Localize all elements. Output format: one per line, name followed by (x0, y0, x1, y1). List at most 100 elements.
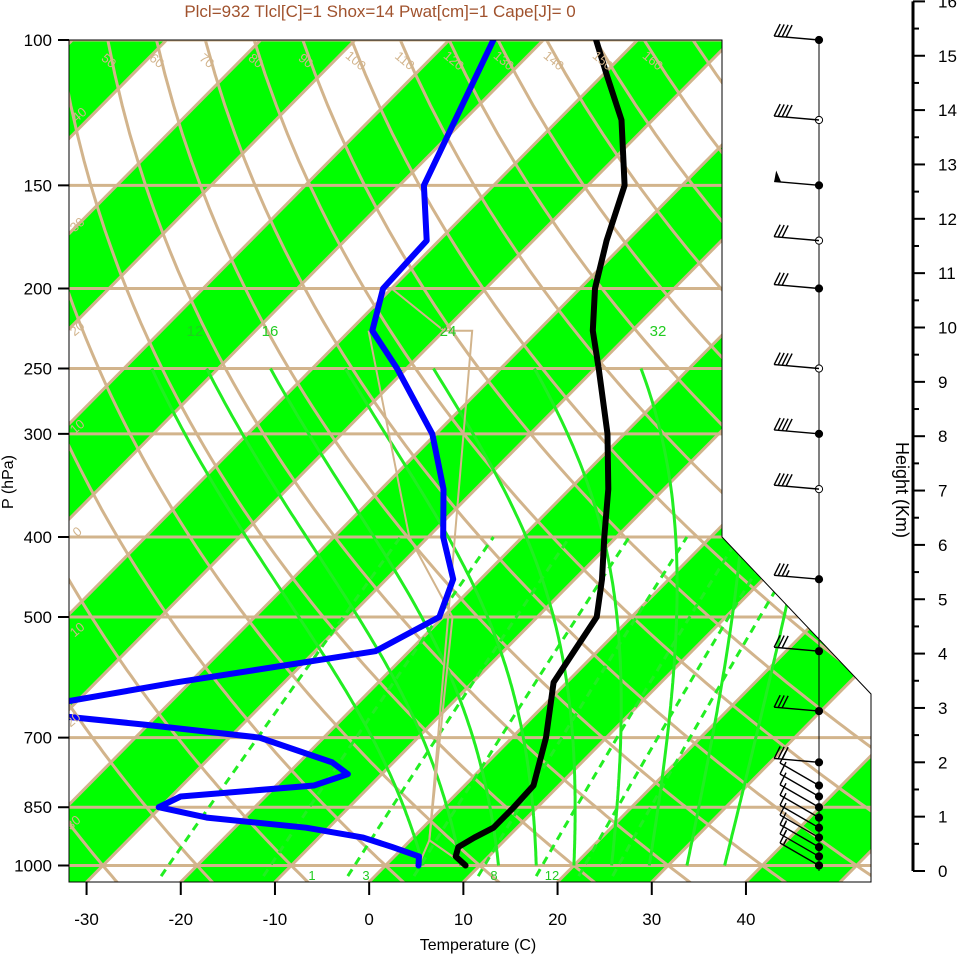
wind-barb-full (781, 104, 789, 118)
x-tick-label: 40 (737, 910, 756, 929)
x-axis: -30 -20 -10 0 10 20 30 40 (74, 882, 755, 929)
moist-adiabat (432, 367, 577, 866)
wind-barb (774, 484, 820, 490)
isotherm-label: 30 (725, 126, 746, 147)
dry-adiabat (69, 40, 134, 882)
wind-barb-full (779, 812, 787, 825)
wind-barb (779, 833, 820, 858)
moist-adiabat (639, 367, 679, 866)
parcel-path (390, 287, 474, 867)
x-tick-label: -10 (263, 910, 288, 929)
isotherm-label: 0 (724, 462, 739, 478)
isotherm (69, 40, 247, 882)
y-tick-label: 400 (24, 528, 52, 547)
height-tick-label: 3 (938, 699, 947, 718)
wind-barb-full (777, 352, 785, 366)
isotherm-label: 10 (747, 542, 768, 563)
isotherm-label: 30 (845, 648, 866, 669)
height-tick-label: 7 (938, 482, 947, 501)
height-tick-label: 5 (938, 590, 947, 609)
height-tick-label: 11 (938, 264, 956, 283)
wind-barb (774, 180, 820, 187)
wind-barb-full (773, 272, 781, 285)
wind-barb-full (773, 23, 781, 37)
wind-barb-full (777, 746, 785, 760)
wind-barb (774, 283, 820, 290)
chart-title: Plcl=932 Tlcl[C]=1 Shox=14 Pwat[cm]=1 Ca… (184, 2, 575, 21)
moist-adiabat (205, 367, 463, 866)
wind-dot (814, 781, 824, 790)
dry-adiabat (277, 40, 871, 882)
x-tick-label: -20 (168, 910, 193, 929)
height-tick-label: 1 (938, 808, 947, 827)
wind-barb-full (781, 695, 789, 709)
x-tick-label: 20 (548, 910, 567, 929)
mixing-ratio-line (159, 536, 402, 877)
mixing-ratio-line (534, 536, 741, 877)
height-tick-label: 2 (938, 753, 947, 772)
height-tick-label: 0 (938, 862, 947, 881)
wind-barb (774, 429, 820, 435)
mixing-ratio-label: 3 (362, 868, 369, 883)
wind-barb-full (779, 761, 787, 775)
wind-barb (774, 646, 820, 652)
height-tick-label: 6 (938, 536, 947, 555)
band (69, 40, 623, 882)
moist-adiabat-label: 16 (262, 323, 279, 340)
wind-barb-full (773, 417, 781, 431)
dewpoint-line (69, 40, 497, 869)
wind-barb-full (773, 352, 781, 365)
height-tick-label: 4 (938, 645, 947, 664)
mixing-ratio-line (412, 536, 631, 877)
wind-barb-half (782, 838, 788, 846)
y-tick-label: 300 (24, 425, 52, 444)
dry-adiabat (414, 40, 871, 882)
height-tick-label: 13 (938, 155, 957, 174)
wind-barb (779, 824, 820, 848)
isotherm (69, 40, 624, 882)
dry-adiabat (69, 40, 618, 882)
parcel-dew-path (367, 330, 454, 866)
wind-barb-full (779, 802, 787, 816)
parcel-line (367, 287, 474, 867)
left-isotherm-label: 20 (63, 709, 84, 730)
wind-barb-full (781, 418, 789, 431)
x-tick-label: 30 (642, 910, 661, 929)
wind-dot (814, 833, 824, 842)
y-axis: 100 150 200 250 300 400 500 700 850 1000 (14, 31, 69, 876)
wind-barb-full (781, 272, 789, 286)
wind-barb-full (779, 792, 787, 806)
y-tick-label: 700 (24, 729, 52, 748)
wind-barb-full (773, 746, 781, 759)
wind-barb-full (773, 472, 781, 486)
wind-barb-full (785, 473, 793, 487)
wind-barb-full (781, 473, 789, 487)
dry-adiabat (94, 40, 715, 882)
isotherm (0, 0, 57, 900)
x-tick-label: 10 (454, 910, 473, 929)
wind-barb (779, 842, 820, 867)
y-tick-label: 100 (24, 31, 52, 50)
wind-barb-half (782, 820, 788, 827)
x-tick-label: 0 (364, 910, 373, 929)
y-axis-title: P (hPa) (0, 455, 17, 509)
isotherm (69, 40, 718, 882)
wind-barb-full (777, 473, 785, 486)
moist-adiabat (344, 367, 538, 866)
wind-barb (779, 784, 820, 808)
wind-barb-full (777, 224, 785, 238)
dry-adiabat (368, 40, 871, 882)
wind-barb-full (781, 24, 789, 38)
isotherm-label: 10 (725, 343, 746, 364)
wind-barb-full (785, 104, 793, 118)
wind-dot (814, 813, 824, 822)
wind-barb-full (773, 103, 781, 117)
y-tick-label: 1000 (14, 857, 52, 876)
wind-barb-full (777, 695, 785, 708)
wind-barb-full (773, 694, 781, 708)
temperature-series (452, 40, 628, 869)
isotherm (69, 40, 813, 882)
isotherm (69, 40, 342, 882)
